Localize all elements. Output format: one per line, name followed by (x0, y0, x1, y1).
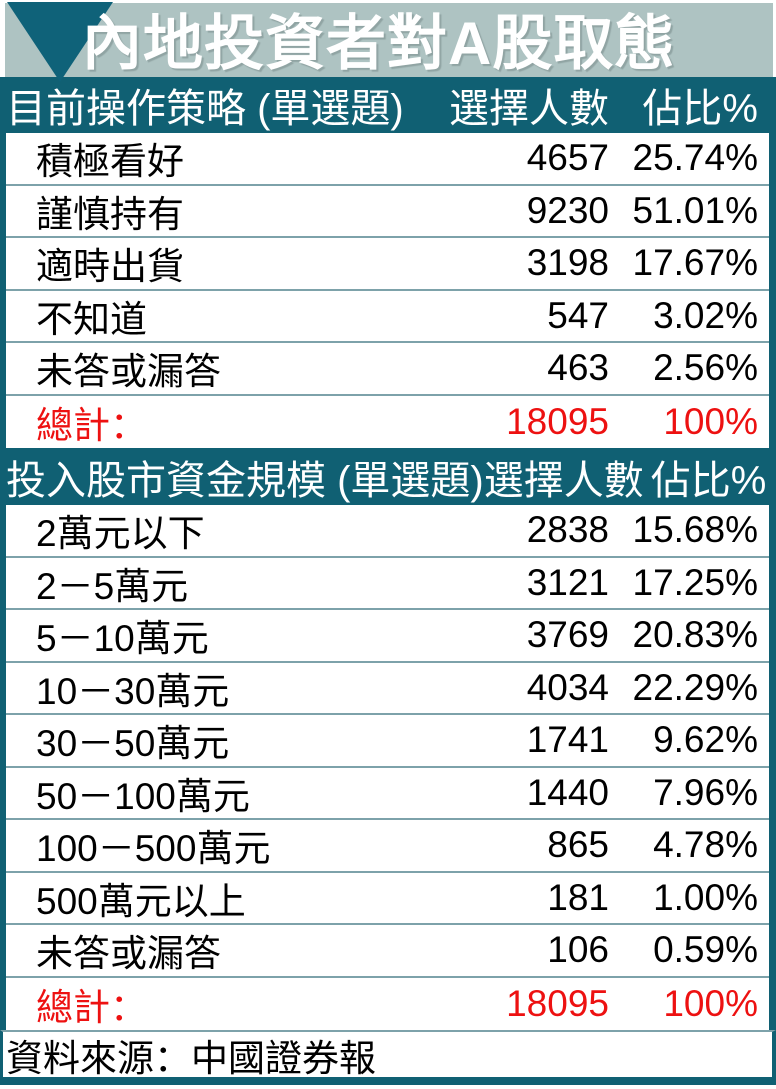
table-row: 積極看好 4657 25.74% (6, 133, 769, 186)
row-label: 積極看好 (36, 141, 184, 183)
total-count: 18095 (506, 982, 609, 1024)
total-pct: 100% (663, 982, 758, 1024)
row-count: 3121 (526, 561, 609, 603)
row-pct: 2.56% (653, 347, 758, 389)
row-pct: 20.83% (632, 614, 759, 656)
row-pct: 0.59% (653, 929, 758, 971)
row-pct: 3.02% (653, 294, 758, 336)
row-label: 5－10萬元 (36, 618, 209, 660)
row-count: 1440 (526, 771, 609, 813)
table-row: 2萬元以下 2838 15.68% (6, 505, 769, 558)
section1-count-column-header: 選擇人數 (449, 87, 609, 131)
section1-table-body: 積極看好 4657 25.74% 謹慎持有 9230 51.01% 適時出貨 3… (0, 133, 776, 448)
row-count: 4657 (526, 137, 609, 179)
row-count: 106 (547, 929, 609, 971)
table-row: 適時出貨 3198 17.67% (6, 238, 769, 291)
source-footer: 資料來源：中國證券報 (0, 1030, 776, 1079)
row-count: 3198 (526, 242, 609, 284)
row-pct: 9.62% (653, 719, 758, 761)
table-row: 謹慎持有 9230 51.01% (6, 185, 769, 238)
row-label: 10－30萬元 (36, 670, 230, 712)
table-row: 100－500萬元 865 4.78% (6, 820, 769, 873)
row-label: 30－50萬元 (36, 723, 230, 765)
total-label: 總計： (36, 986, 147, 1028)
section1-total-row: 總計： 18095 100% (6, 395, 769, 448)
section1-header: 目前操作策略 (單選題) 選擇人數 佔比% (0, 77, 776, 133)
row-pct: 7.96% (653, 771, 758, 813)
table-row: 10－30萬元 4034 22.29% (6, 662, 769, 715)
down-triangle-icon (7, 2, 113, 82)
section2-table-body: 2萬元以下 2838 15.68% 2－5萬元 3121 17.25% 5－10… (0, 505, 776, 1030)
row-pct: 25.74% (632, 137, 759, 179)
section2-count-column-header: 選擇人數 (483, 458, 644, 503)
total-pct: 100% (663, 400, 758, 442)
table-row: 30－50萬元 1741 9.62% (6, 715, 769, 768)
source-text: 資料來源：中國證券報 (6, 1037, 376, 1079)
row-pct: 51.01% (632, 189, 759, 231)
row-label: 適時出貨 (36, 246, 184, 288)
table-row: 50－100萬元 1440 7.96% (6, 767, 769, 820)
total-count: 18095 (506, 400, 609, 442)
row-label: 2－5萬元 (36, 565, 189, 607)
section2-total-row: 總計： 18095 100% (6, 977, 769, 1030)
row-pct: 22.29% (632, 666, 759, 708)
section2-header-label: 投入股市資金規模 (單選題) (6, 458, 484, 503)
row-count: 547 (547, 294, 609, 336)
row-count: 1741 (526, 719, 609, 761)
section2-header: 投入股市資金規模 (單選題) 選擇人數 佔比% (0, 448, 776, 505)
title-banner: 內地投資者對A股取態 (0, 0, 776, 82)
table-row: 2－5萬元 3121 17.25% (6, 557, 769, 610)
row-count: 463 (547, 347, 609, 389)
banner-background (5, 3, 773, 77)
row-count: 181 (547, 876, 609, 918)
row-label: 謹慎持有 (36, 193, 184, 235)
bottom-strip (0, 1077, 776, 1085)
page-title: 內地投資者對A股取態 (82, 10, 676, 77)
row-label: 2萬元以下 (36, 513, 205, 555)
row-pct: 17.67% (632, 242, 759, 284)
table-row: 5－10萬元 3769 20.83% (6, 610, 769, 663)
section2-pct-column-header: 佔比% (650, 458, 767, 503)
row-pct: 17.25% (632, 561, 759, 603)
row-count: 4034 (526, 666, 609, 708)
table-row: 未答或漏答 463 2.56% (6, 343, 769, 396)
row-pct: 15.68% (632, 509, 759, 551)
row-label: 未答或漏答 (36, 933, 221, 975)
row-label: 不知道 (36, 298, 147, 340)
row-label: 500萬元以上 (36, 880, 246, 922)
row-count: 3769 (526, 614, 609, 656)
section1-pct-column-header: 佔比% (642, 87, 758, 131)
row-label: 50－100萬元 (36, 775, 250, 817)
section1-header-label: 目前操作策略 (單選題) (6, 87, 404, 131)
row-label: 100－500萬元 (36, 828, 271, 870)
table-row: 500萬元以上 181 1.00% (6, 872, 769, 925)
table-row: 不知道 547 3.02% (6, 290, 769, 343)
row-count: 2838 (526, 509, 609, 551)
row-pct: 1.00% (653, 876, 758, 918)
row-label: 未答或漏答 (36, 351, 221, 393)
row-pct: 4.78% (653, 824, 758, 866)
table-row: 未答或漏答 106 0.59% (6, 925, 769, 978)
row-count: 9230 (526, 189, 609, 231)
total-label: 總計： (36, 404, 147, 446)
row-count: 865 (547, 824, 609, 866)
